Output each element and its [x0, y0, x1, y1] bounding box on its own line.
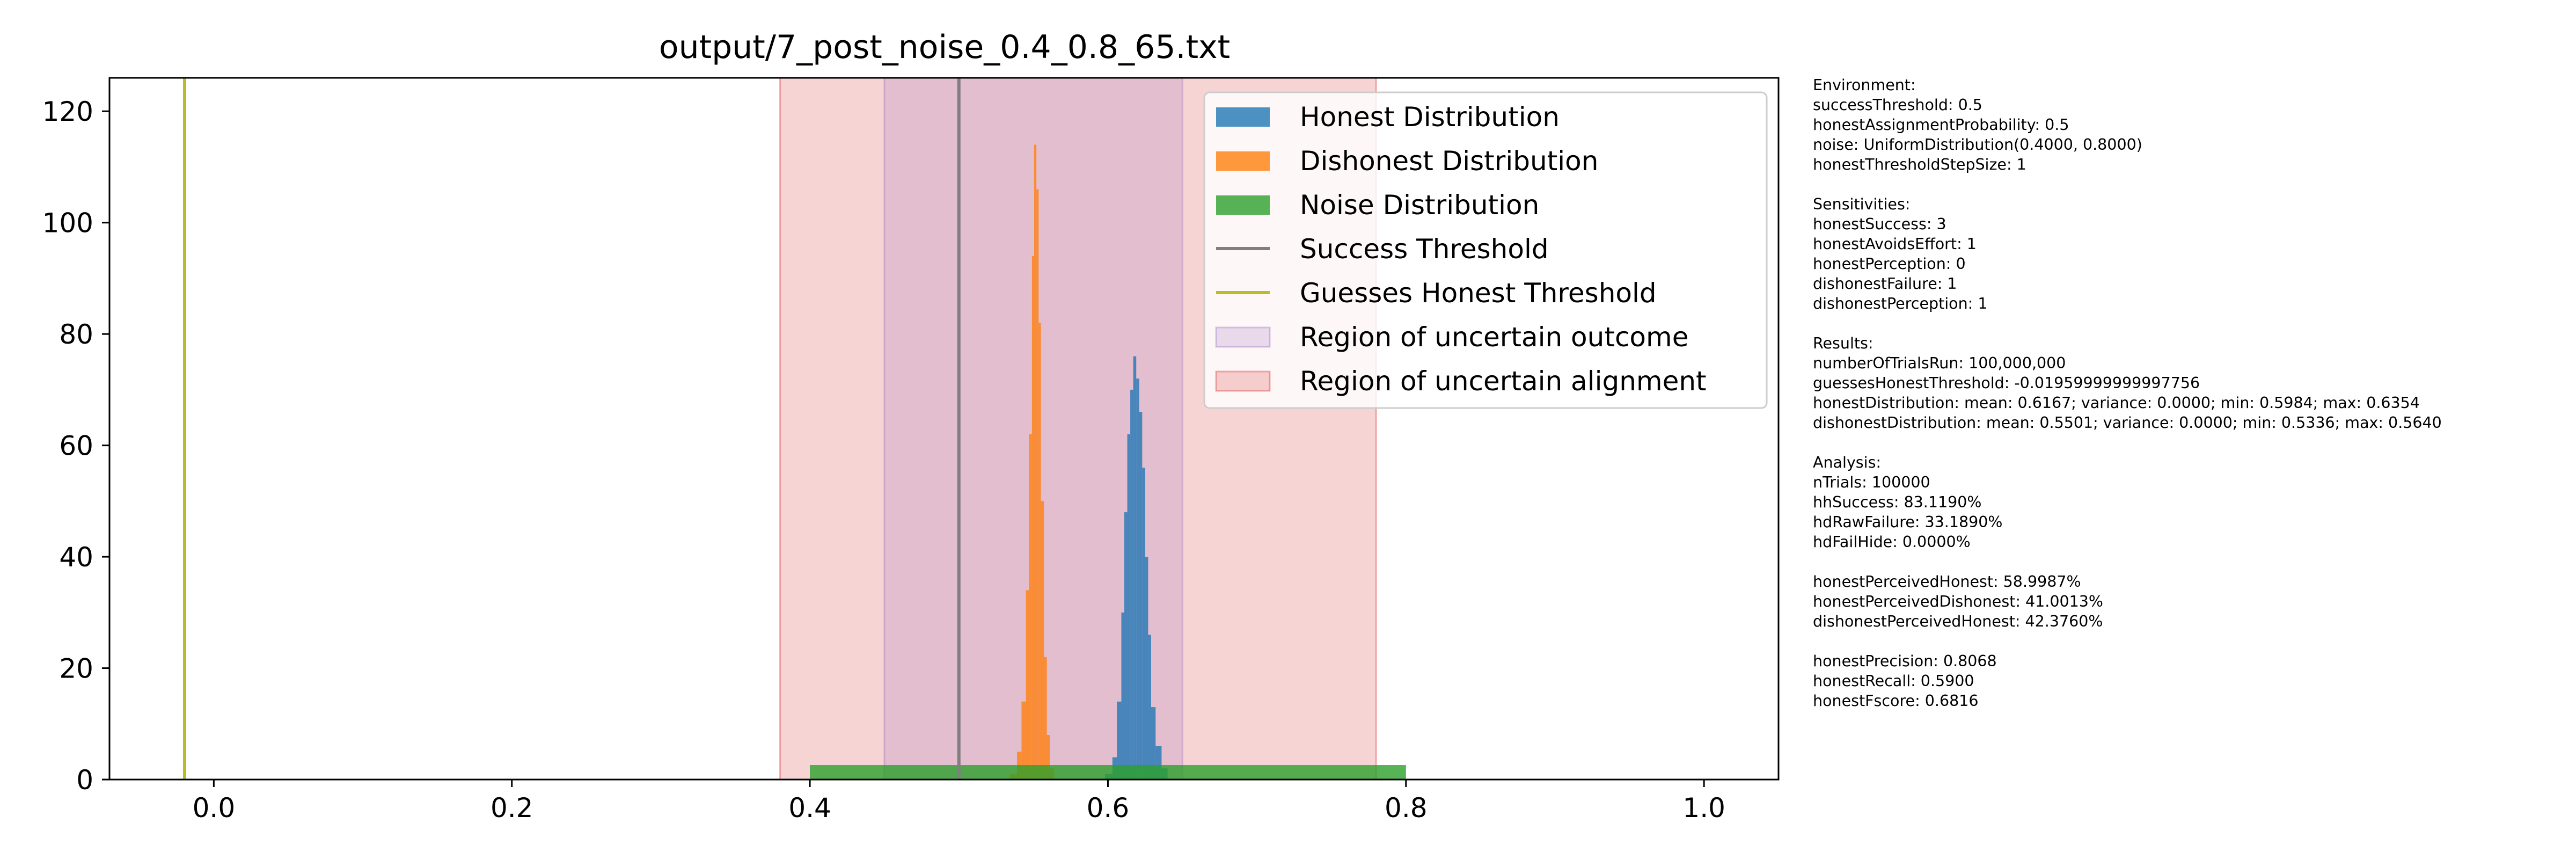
- info-line: honestPerception: 0: [1813, 255, 1966, 273]
- x-tick-label: 0.8: [1385, 792, 1428, 824]
- y-tick-label: 60: [59, 431, 93, 462]
- honest-distribution-bar: [1117, 701, 1122, 780]
- info-spacer: [1813, 314, 2564, 333]
- honest-distribution-bar: [1127, 434, 1131, 780]
- info-line: dishonestDistribution: mean: 0.5501; var…: [1813, 414, 2442, 432]
- info-line: dishonestFailure: 1: [1813, 275, 1957, 293]
- y-tick-label: 80: [59, 319, 93, 350]
- dishonest-distribution-bar: [1031, 256, 1034, 780]
- x-tick-label: 0.0: [193, 792, 236, 824]
- y-tick-label: 120: [42, 96, 93, 127]
- info-line: honestThresholdStepSize: 1: [1813, 156, 2026, 173]
- dishonest-distribution-bar: [1021, 701, 1026, 780]
- info-line: hdFailHide: 0.0000%: [1813, 533, 1971, 551]
- noise-distribution-bar: [810, 765, 1406, 780]
- honest-distribution-bar: [1155, 746, 1162, 780]
- info-line: hhSuccess: 83.1190%: [1813, 493, 1982, 511]
- y-tick-label: 40: [59, 542, 93, 573]
- info-line: honestPerceivedHonest: 58.9987%: [1813, 573, 2081, 591]
- honest-distribution-bar: [1130, 389, 1133, 780]
- info-line: hdRawFailure: 33.1890%: [1813, 513, 2003, 531]
- info-spacer: [1813, 552, 2564, 572]
- info-line: honestFscore: 0.6816: [1813, 692, 1979, 710]
- stats-panel: Environment: successThreshold: 0.5 honestA…: [1813, 75, 2564, 711]
- dishonest-distribution-bar: [1041, 501, 1044, 780]
- dishonest-distribution-bar: [1038, 323, 1041, 780]
- info-line: honestAssignmentProbability: 0.5: [1813, 116, 2069, 134]
- x-tick-label: 0.6: [1087, 792, 1130, 824]
- legend-label-dishonest-distribution: Dishonest Distribution: [1300, 145, 1598, 177]
- honest-distribution-bar: [1148, 635, 1151, 780]
- y-tick-label: 0: [76, 765, 93, 796]
- honest-distribution-bar: [1139, 412, 1143, 780]
- dishonest-distribution-bar: [1026, 590, 1029, 780]
- info-line: successThreshold: 0.5: [1813, 96, 1982, 114]
- info-line: dishonestPerception: 1: [1813, 295, 1988, 312]
- info-line: dishonestPerceivedHonest: 42.3760%: [1813, 613, 2103, 630]
- honest-distribution-bar: [1124, 512, 1128, 780]
- honest-distribution-bar: [1133, 356, 1137, 780]
- honest-distribution-bar: [1136, 378, 1139, 780]
- legend-label-region-of-uncertain-outcome: Region of uncertain outcome: [1300, 322, 1689, 353]
- legend-label-region-of-uncertain-alignment: Region of uncertain alignment: [1300, 366, 1707, 397]
- legend-box: [1203, 91, 1768, 409]
- info-line: guessesHonestThreshold: -0.0195999999999…: [1813, 374, 2200, 392]
- legend-swatch-region-of-uncertain-alignment: [1215, 370, 1271, 392]
- legend-swatch-region-of-uncertain-outcome: [1215, 326, 1271, 348]
- honest-distribution-bar: [1121, 612, 1124, 780]
- x-tick-label: 0.4: [788, 792, 831, 824]
- info-line: honestPerceivedDishonest: 41.0013%: [1813, 593, 2103, 610]
- info-line: honestSuccess: 3: [1813, 215, 1946, 233]
- honest-distribution-bar: [1142, 468, 1145, 780]
- dishonest-distribution-bar: [1046, 735, 1050, 780]
- info-line: numberOfTrialsRun: 100,000,000: [1813, 354, 2066, 372]
- chart-title: output/7_post_noise_0.4_0.8_65.txt: [659, 28, 1230, 66]
- info-line: honestRecall: 0.5900: [1813, 672, 1974, 690]
- dishonest-distribution-bar: [1036, 189, 1039, 780]
- info-line: Environment:: [1813, 76, 1916, 94]
- info-line: Results:: [1813, 334, 1874, 352]
- legend-label-honest-distribution: Honest Distribution: [1300, 101, 1560, 133]
- info-spacer: [1813, 433, 2564, 453]
- dishonest-distribution-bar: [1029, 434, 1032, 780]
- legend-swatch-noise-distribution: [1216, 195, 1270, 215]
- info-line: nTrials: 100000: [1813, 474, 1930, 491]
- info-line: honestAvoidsEffort: 1: [1813, 235, 1977, 253]
- y-tick-label: 20: [59, 653, 93, 685]
- info-line: noise: UniformDistribution(0.4000, 0.800…: [1813, 136, 2142, 154]
- dishonest-distribution-bar: [1044, 657, 1047, 780]
- info-line: Sensitivities:: [1813, 195, 1911, 213]
- legend-label-noise-distribution: Noise Distribution: [1300, 190, 1539, 221]
- y-tick-label: 100: [42, 208, 93, 239]
- axes-frame: [108, 77, 1780, 781]
- info-line: honestPrecision: 0.8068: [1813, 652, 1997, 670]
- dishonest-distribution-bar: [1034, 144, 1037, 780]
- legend-label-guesses-honest-threshold: Guesses Honest Threshold: [1300, 278, 1657, 309]
- legend-swatch-dishonest-distribution: [1216, 151, 1270, 171]
- info-spacer: [1813, 631, 2564, 651]
- legend-swatch-honest-distribution: [1216, 107, 1270, 127]
- info-line: honestDistribution: mean: 0.6167; varian…: [1813, 394, 2420, 412]
- legend-label-success-threshold: Success Threshold: [1300, 234, 1549, 265]
- info-spacer: [1813, 174, 2564, 194]
- legend: Honest Distribution Dishonest Distributio…: [1203, 91, 1768, 409]
- info-line: Analysis:: [1813, 454, 1882, 471]
- x-tick-label: 1.0: [1682, 792, 1725, 824]
- honest-distribution-bar: [1151, 707, 1156, 780]
- x-tick-label: 0.2: [491, 792, 533, 824]
- honest-distribution-bar: [1145, 557, 1148, 780]
